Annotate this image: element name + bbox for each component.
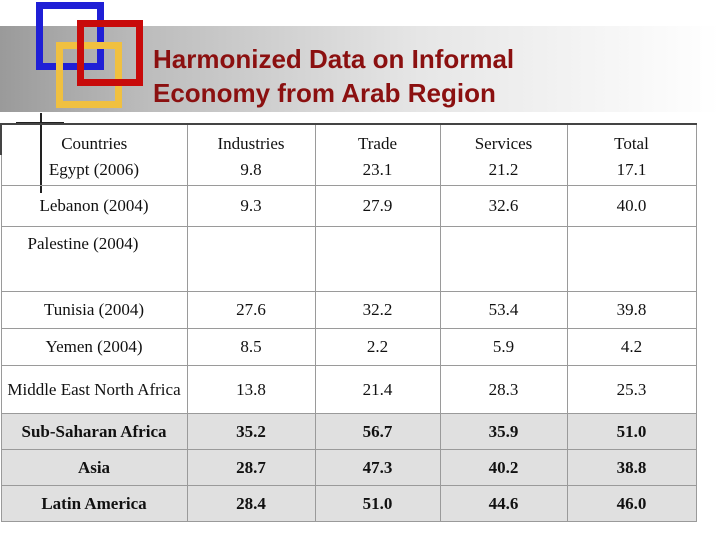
red-square-decoration [77,20,143,86]
country-name: Yemen (2004) [0,328,188,366]
table-row: Palestine (2004) [0,226,697,292]
trade-value: 47.3 [314,449,441,486]
table-row: Asia 28.7 47.3 40.2 38.8 [0,449,697,486]
trade-value: 23.1 [314,155,441,186]
services-value: 40.2 [439,449,568,486]
industries-value: 28.4 [186,485,316,522]
services-value: 5.9 [439,328,568,366]
total-value: 51.0 [566,413,697,450]
header-trade: Trade [314,123,441,155]
total-value: 4.2 [566,328,697,366]
region-name: Asia [0,449,188,486]
industries-value: 35.2 [186,413,316,450]
services-value [439,226,568,292]
trade-value: 51.0 [314,485,441,522]
blue-square-decoration [36,2,104,70]
total-value: 17.1 [566,155,697,186]
total-value [566,226,697,292]
services-value: 21.2 [439,155,568,186]
trade-value: 27.9 [314,185,441,227]
industries-value: 9.8 [186,155,316,186]
total-value: 38.8 [566,449,697,486]
header-services: Services [439,123,568,155]
header-total: Total [566,123,697,155]
trade-value: 32.2 [314,291,441,329]
header-industries: Industries [186,123,316,155]
region-name: Sub-Saharan Africa [0,413,188,450]
horizontal-accent-line [16,122,64,124]
total-value: 39.8 [566,291,697,329]
table-row: Middle East North Africa 13.8 21.4 28.3 … [0,365,697,414]
trade-value: 2.2 [314,328,441,366]
industries-value: 27.6 [186,291,316,329]
country-name: Lebanon (2004) [0,185,188,227]
services-value: 32.6 [439,185,568,227]
region-name: Latin America [0,485,188,522]
services-value: 35.9 [439,413,568,450]
services-value: 53.4 [439,291,568,329]
country-name: Middle East North Africa [0,365,188,414]
table-row: Yemen (2004) 8.5 2.2 5.9 4.2 [0,328,697,366]
table-row: Lebanon (2004) 9.3 27.9 32.6 40.0 [0,185,697,227]
services-value: 28.3 [439,365,568,414]
table-row: Sub-Saharan Africa 35.2 56.7 35.9 51.0 [0,413,697,450]
table-header-row: Countries Industries Trade Services Tota… [0,123,697,155]
slide-title: Harmonized Data on Informal Economy from… [153,44,515,108]
industries-value: 8.5 [186,328,316,366]
total-value: 46.0 [566,485,697,522]
total-value: 40.0 [566,185,697,227]
country-name: Egypt (2006) [0,155,188,186]
industries-value: 13.8 [186,365,316,414]
table-row: Egypt (2006) 9.8 23.1 21.2 17.1 [0,155,697,186]
trade-value: 21.4 [314,365,441,414]
industries-value: 9.3 [186,185,316,227]
trade-value [314,226,441,292]
services-value: 44.6 [439,485,568,522]
trade-value: 56.7 [314,413,441,450]
header-countries: Countries [0,123,188,155]
industries-value: 28.7 [186,449,316,486]
yellow-square-decoration [56,42,122,108]
table-row: Tunisia (2004) 27.6 32.2 53.4 39.8 [0,291,697,329]
country-name: Palestine (2004) [0,226,188,292]
country-name: Tunisia (2004) [0,291,188,329]
industries-value [186,226,316,292]
table-row: Latin America 28.4 51.0 44.6 46.0 [0,485,697,522]
total-value: 25.3 [566,365,697,414]
informal-economy-table: Countries Industries Trade Services Tota… [0,123,697,522]
